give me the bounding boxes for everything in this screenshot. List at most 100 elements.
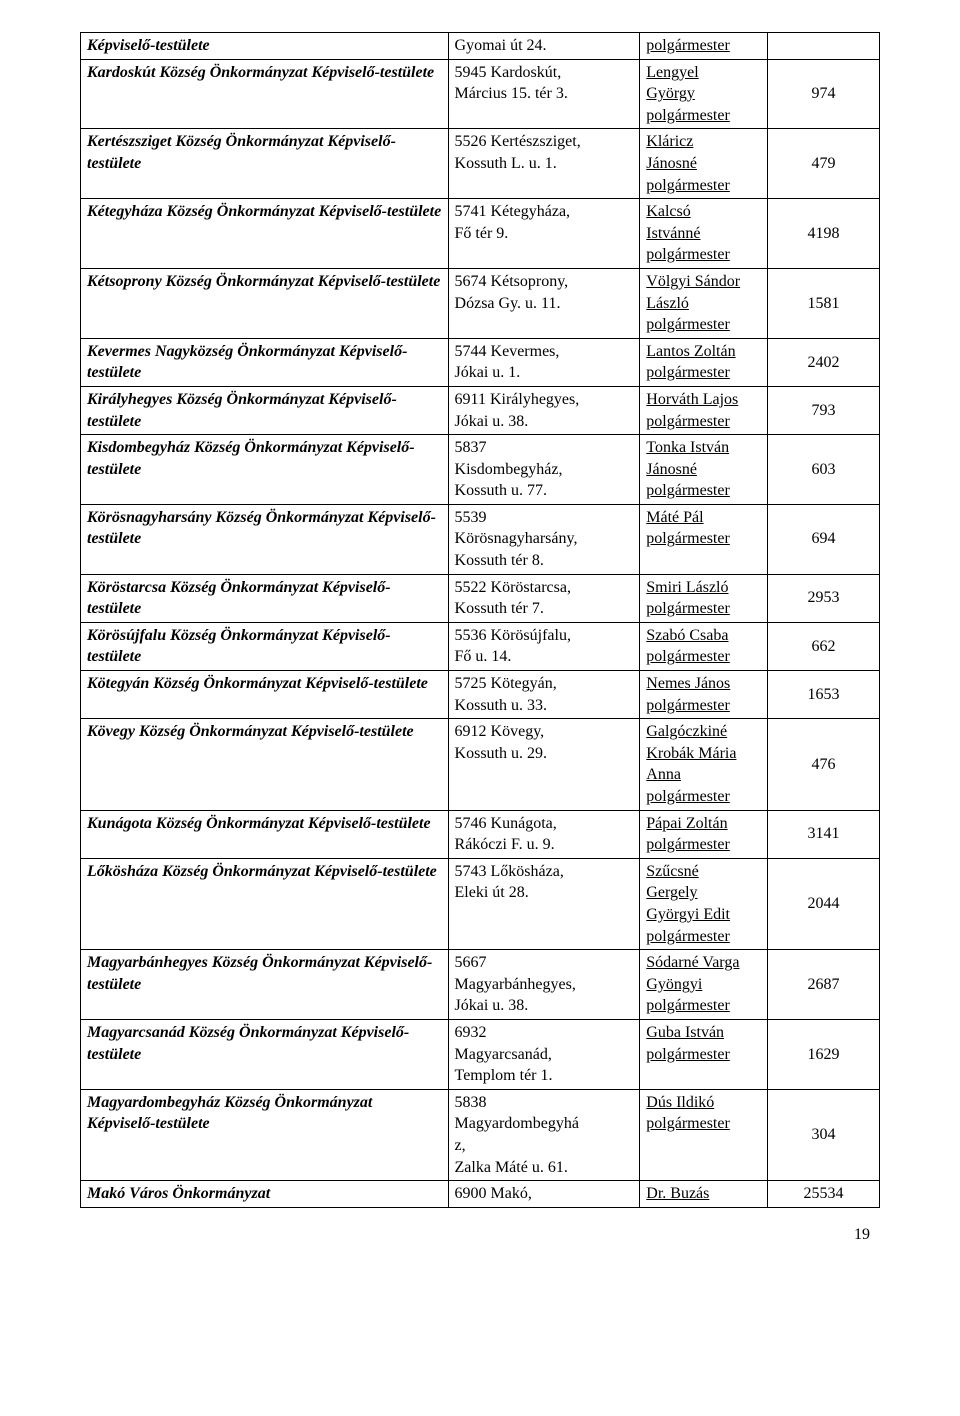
mayor-cell: Dús Ildikó polgármester (640, 1089, 768, 1180)
address-line: Templom tér 1. (455, 1067, 553, 1084)
table-row: Képviselő-testületeGyomai út 24.polgárme… (81, 33, 880, 60)
address-line: Körösnagyharsány, (455, 530, 578, 547)
address-line: 5522 Köröstarcsa, (455, 579, 571, 596)
mayor-line: Dús Ildikó (646, 1094, 714, 1111)
mayor-line: Pápai Zoltán (646, 815, 727, 832)
table-row: Kertészsziget Község Önkormányzat Képvis… (81, 129, 880, 199)
address-line: 6912 Kövegy, (455, 723, 545, 740)
table-row: Köröstarcsa Község Önkormányzat Képvisel… (81, 574, 880, 622)
address-cell: 5746 Kunágota, Rákóczi F. u. 9. (448, 810, 640, 858)
mayor-line: polgármester (646, 788, 730, 805)
mayor-line: Máté Pál (646, 509, 703, 526)
table-row: Kétsoprony Község Önkormányzat Képviselő… (81, 268, 880, 338)
count-cell: 304 (768, 1089, 880, 1180)
mayor-line: Istvánné (646, 225, 700, 242)
count-cell: 2953 (768, 574, 880, 622)
count-cell: 2402 (768, 338, 880, 386)
mayor-line: polgármester (646, 530, 730, 547)
mayor-line: polgármester (646, 482, 730, 499)
address-line: Kossuth tér 7. (455, 600, 544, 617)
mayor-line: Jánosné (646, 461, 697, 478)
mayor-cell: Völgyi SándorLászlópolgármester (640, 268, 768, 338)
address-cell: 5674 Kétsoprony,Dózsa Gy. u. 11. (448, 268, 640, 338)
mayor-line: Lengyel (646, 64, 698, 81)
count-cell: 479 (768, 129, 880, 199)
org-name-cell: Képviselő-testülete (81, 33, 449, 60)
org-name-cell: Makó Város Önkormányzat (81, 1181, 449, 1208)
mayor-line: Krobák Mária (646, 745, 736, 762)
org-name-cell: Kövegy Község Önkormányzat Képviselő-tes… (81, 719, 449, 810)
address-line: Magyarcsanád, (455, 1046, 552, 1063)
table-row: Kötegyán Község Önkormányzat Képviselő-t… (81, 671, 880, 719)
count-cell: 4198 (768, 199, 880, 269)
address-line: Fő tér 9. (455, 225, 509, 242)
count-cell: 1629 (768, 1019, 880, 1089)
address-line: 5743 Lőkösháza, (455, 863, 564, 880)
address-line: Kossuth u. 33. (455, 697, 547, 714)
mayor-line: György (646, 85, 695, 102)
count-cell: 1581 (768, 268, 880, 338)
mayor-line: Dr. Buzás (646, 1185, 709, 1202)
org-name-cell: Magyardombegyház Község Önkormányzat Kép… (81, 1089, 449, 1180)
address-line: 6900 Makó, (455, 1185, 532, 1202)
mayor-cell: Lantos Zoltán polgármester (640, 338, 768, 386)
address-line: 5744 Kevermes, (455, 343, 560, 360)
org-name-cell: Lőkösháza Község Önkormányzat Képviselő-… (81, 858, 449, 949)
mayor-cell: KalcsóIstvánnépolgármester (640, 199, 768, 269)
count-cell: 974 (768, 59, 880, 129)
mayor-cell: Dr. Buzás (640, 1181, 768, 1208)
mayor-line: polgármester (646, 836, 730, 853)
count-cell: 2044 (768, 858, 880, 949)
org-name-cell: Kunágota Község Önkormányzat Képviselő-t… (81, 810, 449, 858)
address-line: Fő u. 14. (455, 648, 512, 665)
mayor-cell: GalgóczkinéKrobák MáriaAnnapolgármester (640, 719, 768, 810)
table-row: Kövegy Község Önkormányzat Képviselő-tes… (81, 719, 880, 810)
address-cell: Gyomai út 24. (448, 33, 640, 60)
table-row: Makó Város Önkormányzat 6900 Makó, Dr. Buz… (81, 1181, 880, 1208)
address-cell: 5741 Kétegyháza,Fő tér 9. (448, 199, 640, 269)
address-cell: 5945 Kardoskút,Március 15. tér 3. (448, 59, 640, 129)
table-row: Magyarcsanád Község Önkormányzat Képvise… (81, 1019, 880, 1089)
address-line: 5526 Kertészsziget, (455, 133, 581, 150)
address-line: 5674 Kétsoprony, (455, 273, 569, 290)
address-line: Kisdombegyház, (455, 461, 563, 478)
address-line: 5667 (455, 954, 487, 971)
count-cell: 662 (768, 622, 880, 670)
address-line: 5746 Kunágota, (455, 815, 557, 832)
count-cell: 25534 (768, 1181, 880, 1208)
count-cell (768, 33, 880, 60)
org-table: Képviselő-testületeGyomai út 24. polgárme… (80, 32, 880, 1208)
mayor-line: Györgyi Edit (646, 906, 730, 923)
mayor-line: polgármester (646, 928, 730, 945)
mayor-line: Anna (646, 766, 681, 783)
address-cell: 5725 Kötegyán, Kossuth u. 33. (448, 671, 640, 719)
address-line: Kossuth u. 29. (455, 745, 547, 762)
mayor-line: László (646, 295, 689, 312)
address-line: Március 15. tér 3. (455, 85, 568, 102)
org-name-cell: Körösújfalu Község Önkormányzat Képvisel… (81, 622, 449, 670)
page-number: 19 (80, 1226, 880, 1244)
address-cell: 5667Magyarbánhegyes,Jókai u. 38. (448, 950, 640, 1020)
address-line: Magyardombegyhá (455, 1115, 579, 1132)
address-line: Kossuth tér 8. (455, 552, 544, 569)
address-line: 5725 Kötegyán, (455, 675, 557, 692)
mayor-line: Gergely (646, 884, 697, 901)
address-cell: 6912 Kövegy, Kossuth u. 29. (448, 719, 640, 810)
address-line: 6932 (455, 1024, 487, 1041)
address-line: Jókai u. 1. (455, 364, 521, 381)
org-name-cell: Kétegyháza Község Önkormányzat Képviselő… (81, 199, 449, 269)
mayor-line: Lantos Zoltán (646, 343, 735, 360)
address-cell: 5536 Körösújfalu,Fő u. 14. (448, 622, 640, 670)
count-cell: 476 (768, 719, 880, 810)
address-line: Rákóczi F. u. 9. (455, 836, 555, 853)
mayor-line: polgármester (646, 997, 730, 1014)
mayor-line: polgármester (646, 1115, 730, 1132)
mayor-line: polgármester (646, 107, 730, 124)
mayor-line: Guba István (646, 1024, 724, 1041)
address-line: Kossuth L. u. 1. (455, 155, 557, 172)
count-cell: 694 (768, 504, 880, 574)
mayor-cell: Nemes Jánospolgármester (640, 671, 768, 719)
mayor-line: polgármester (646, 364, 730, 381)
mayor-line: polgármester (646, 413, 730, 430)
table-row: Kevermes Nagyközség Önkormányzat Képvise… (81, 338, 880, 386)
